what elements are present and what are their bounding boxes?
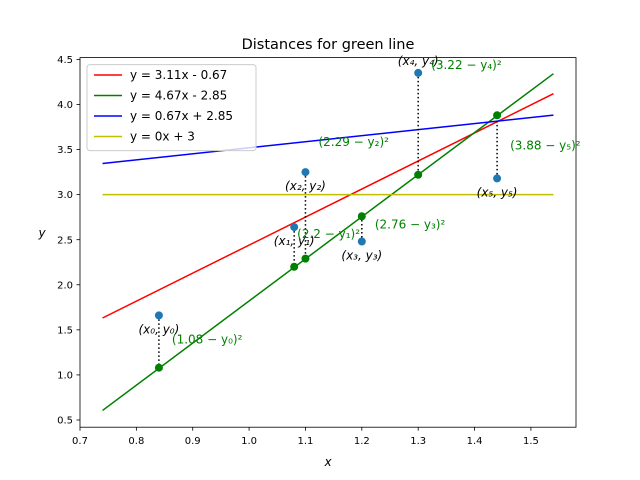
fitted-point [290, 262, 299, 271]
plot-area: (x₀, y₀)(1.08 − y₀)² (x₁, y₁)(2.2 − y₁)² (… [102, 54, 581, 412]
y-tick-label: 1.5 [57, 325, 73, 336]
y-axis: 0.5 1.0 1.5 2.0 2.5 3.0 3.5 4.0 4.5 [57, 55, 80, 427]
x-tick-label: 1.2 [354, 436, 370, 447]
distance-label: (2.2 − y₁)² [297, 227, 360, 241]
series-line-1 [102, 73, 554, 412]
point-label: (x₅, y₅) [477, 185, 518, 199]
data-point [414, 68, 423, 77]
y-tick-label: 4.0 [57, 100, 73, 111]
distance-label: (2.29 − y₂)² [318, 135, 389, 149]
y-tick-label: 3.0 [57, 190, 73, 201]
series-line-2 [102, 114, 554, 165]
data-point [357, 237, 366, 246]
x-tick-label: 0.8 [128, 436, 144, 447]
legend-label: y = 3.11x - 0.67 [130, 68, 227, 82]
legend: y = 3.11x - 0.67 y = 4.67x - 2.85 y = 0.67… [86, 64, 257, 152]
legend-label: y = 0.67x + 2.85 [130, 109, 233, 123]
distance-label: (1.08 − y₀)² [172, 332, 243, 346]
series-line-0 [102, 93, 554, 319]
data-point [301, 168, 310, 177]
data-point [290, 223, 299, 232]
data-point [154, 311, 163, 320]
fitted-point [414, 170, 423, 179]
point-label: (x₃, y₃) [341, 248, 382, 262]
y-axis-label: y [37, 226, 46, 240]
x-tick-label: 1.3 [410, 436, 426, 447]
distance-label: (3.22 − y₄)² [431, 58, 502, 72]
point-label: (x₂, y₂) [285, 179, 326, 193]
fitted-point [301, 254, 310, 263]
y-tick-label: 1.0 [57, 371, 73, 382]
x-tick-label: 1.1 [298, 436, 314, 447]
chart-title: Distances for green line [242, 37, 415, 53]
y-tick-label: 2.0 [57, 280, 73, 291]
axes-frame [79, 57, 577, 428]
fitted-point [154, 363, 163, 372]
fitted-point [493, 111, 502, 120]
point-label: (x₀, y₀) [138, 322, 179, 336]
x-tick-label: 1.4 [467, 436, 483, 447]
fitted-point [357, 212, 366, 221]
y-tick-label: 3.5 [57, 145, 73, 156]
x-tick-label: 1.5 [523, 436, 539, 447]
x-tick-label: 0.9 [185, 436, 201, 447]
x-axis: 0.7 0.8 0.9 1.0 1.1 1.2 1.3 1.4 1.5 [72, 427, 539, 447]
y-tick-label: 0.5 [57, 416, 73, 427]
x-tick-label: 1.0 [241, 436, 257, 447]
legend-label: y = 0x + 3 [130, 130, 195, 144]
y-tick-label: 2.5 [57, 235, 73, 246]
distance-label: (3.88 − y₅)² [510, 138, 581, 152]
legend-label: y = 4.67x - 2.85 [130, 89, 227, 103]
x-tick-label: 0.7 [72, 436, 88, 447]
data-point [493, 174, 502, 183]
point-label: (x₁, y₁) [274, 234, 315, 248]
y-tick-label: 4.5 [57, 55, 73, 66]
x-axis-label: x [323, 455, 332, 469]
legend-box [86, 64, 257, 152]
distance-label: (2.76 − y₃)² [375, 217, 446, 231]
